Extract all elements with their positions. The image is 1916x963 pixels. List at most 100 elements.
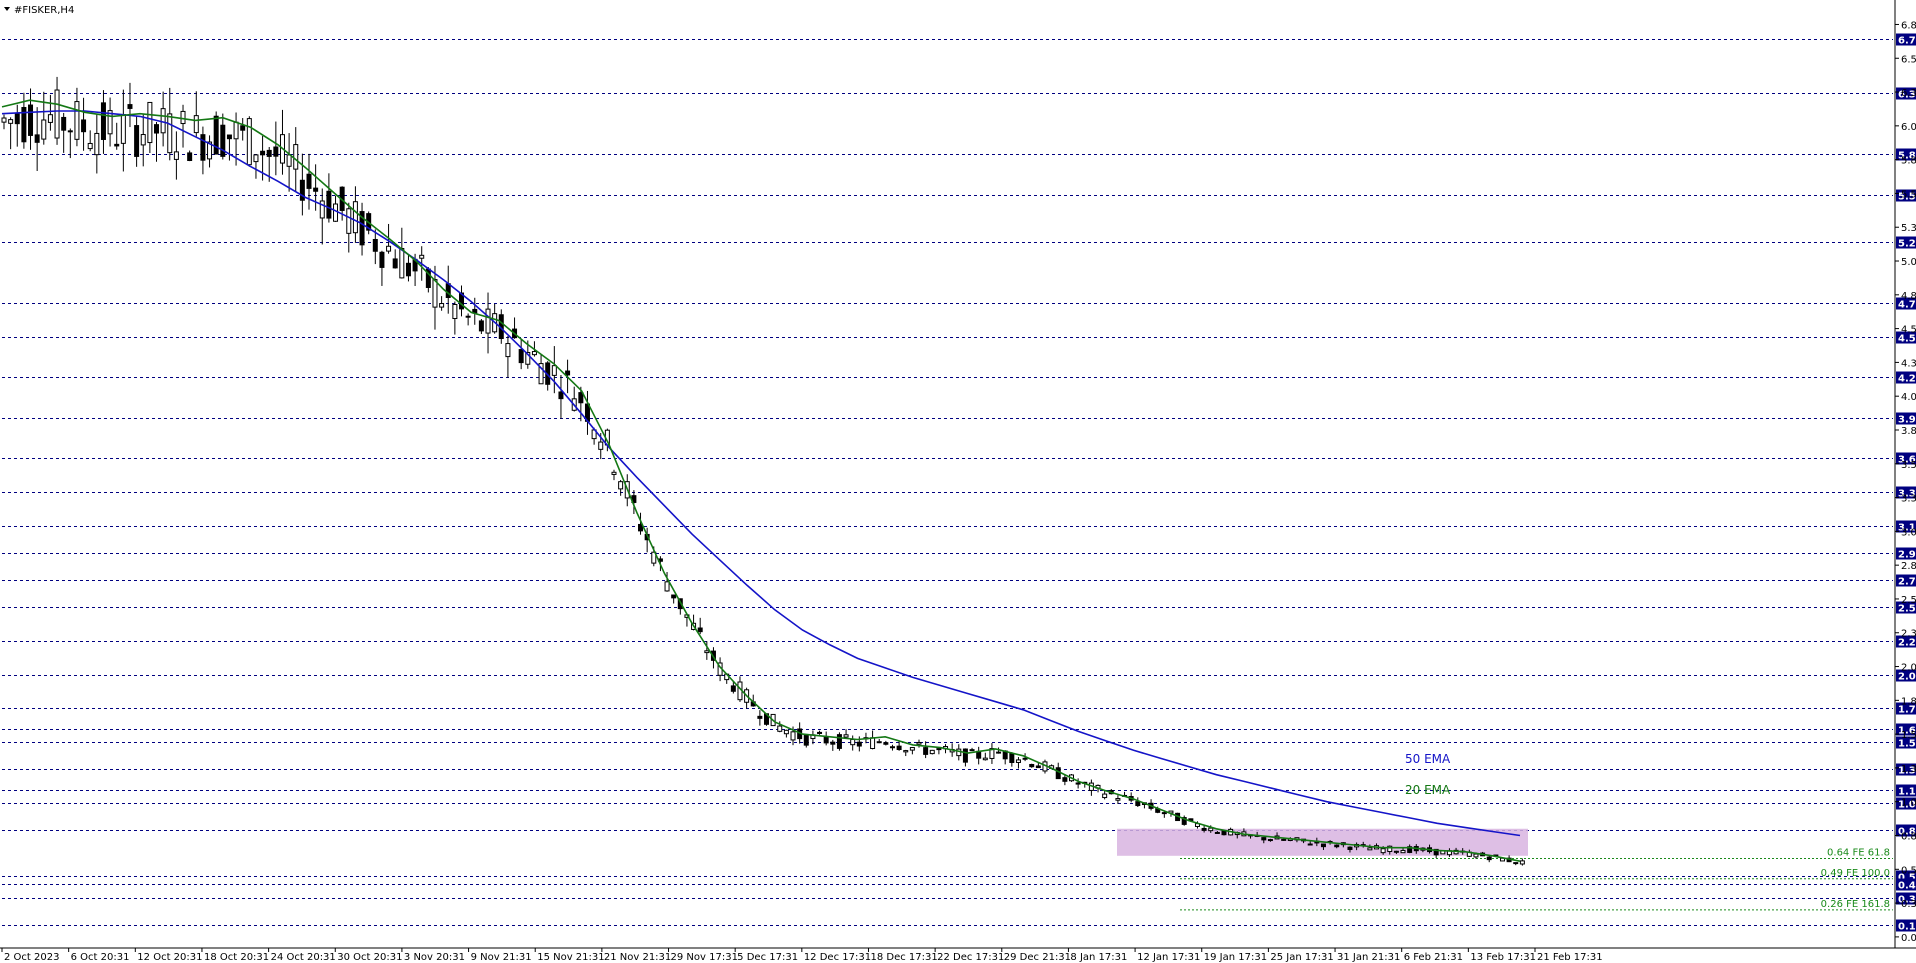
level-label-bg [1896,297,1916,310]
level-label-bg [1896,723,1916,736]
y-tick-label: 1.06 [1901,798,1916,809]
candle-body [1214,831,1220,834]
candle-body [1135,801,1141,807]
candle-body [140,134,146,146]
candle-body [505,343,511,358]
level-label-bg [1896,797,1916,810]
candle-body [134,125,140,157]
candle-body [326,190,332,219]
candle-body [929,749,935,755]
y-tick-label: 2.56 [1901,595,1916,606]
candle-body [313,187,319,192]
y-tick-label: 2.06 [1901,663,1916,674]
candle-body [167,113,173,154]
x-tick-label: 19 Jan 17:31 [1204,952,1267,963]
candle-body [870,737,876,750]
candle-body [405,262,411,277]
x-tick-label: 2 Oct 2023 [4,952,59,963]
y-tick-label: 6.56 [1901,54,1916,65]
candle-body [1307,843,1313,846]
y-tick-label: 1.31 [1901,764,1916,775]
candle-body [783,729,789,735]
candle-body [618,481,624,490]
candle-body [1393,850,1399,853]
y-tick-label: 6.81 [1901,20,1916,31]
y-tick-label: 4.56 [1901,325,1916,336]
candle-body [193,115,199,134]
candle-body [246,118,252,166]
candle-body [1029,763,1035,768]
candle-body [525,351,531,365]
level-label: 0.35 [1898,895,1916,906]
candle-body [896,745,902,751]
candle-body [432,279,438,308]
candle-body [1347,846,1353,850]
y-tick-label: 3.06 [1901,527,1916,538]
candle-body [273,146,279,157]
candle-body [1075,782,1081,785]
candle-body [74,101,80,140]
candle-body [114,143,120,147]
ema20-line [1,99,1521,862]
candle-body [1400,849,1406,854]
candle-body [664,581,670,592]
level-label-bg [1896,763,1916,776]
symbol-title: #FISKER,H4 [4,5,74,16]
candle-body [1281,838,1287,841]
candle-body [266,149,272,157]
candle-body [936,748,942,751]
candle-body [889,746,895,749]
candle-body [14,112,20,125]
candle-body [21,107,27,143]
y-tick-label: 6.06 [1901,122,1916,133]
level-label-bg [1896,574,1916,587]
x-tick-label: 24 Oct 20:31 [271,952,336,963]
level-label: 2.00 [1898,672,1916,683]
level-label: 3.35 [1898,489,1916,500]
ema20-label: 20 EMA [1405,783,1451,797]
level-label-bg [1896,87,1916,100]
x-tick-label: 29 Nov 17:31 [671,952,738,963]
candle-body [916,741,922,745]
x-tick-label: 25 Jan 17:31 [1270,952,1333,963]
level-label: 1.05 [1898,800,1916,811]
y-tick-label: 2.31 [1901,629,1916,640]
candle-body [253,154,259,163]
y-tick-label: 0.31 [1901,899,1916,910]
x-tick-label: 21 Feb 17:31 [1537,952,1603,963]
candle-body [1115,798,1121,801]
candle-body [200,134,206,161]
level-label-bg [1896,669,1916,682]
candle-body [704,650,710,654]
y-tick-label: 0.56 [1901,865,1916,876]
candle-body [538,363,544,385]
level-label: 4.20 [1898,374,1916,385]
level-label-bg [1896,824,1916,837]
level-label: 2.25 [1898,638,1916,649]
candle-body [1,117,7,123]
candle-body [531,351,537,356]
candle-body [1022,757,1028,760]
candle-body [220,124,226,157]
level-label: 3.60 [1898,455,1916,466]
candle-body [757,715,763,719]
x-tick-label: 29 Dec 21:31 [1004,952,1071,963]
candle-body [1380,848,1386,854]
candle-body [293,144,299,170]
horizontal-levels: 6.70 6.30 5.85 5.55 5.20 4.75 4.50 4.20 3.90 3.60… [2,33,1916,933]
candle-body [28,104,34,136]
level-label-bg [1896,601,1916,614]
fib-label: 0.49 FE 100.0 [1821,868,1890,879]
chevron-down-icon[interactable] [4,7,10,11]
candle-body [346,208,352,234]
candle-body [558,391,564,400]
candle-body [100,102,106,140]
level-label: 4.50 [1898,334,1916,345]
candle-body [1519,860,1525,865]
y-tick-label: 5.81 [1901,156,1916,167]
candle-body [982,757,988,761]
candle-body [478,320,484,332]
fib-label: 0.64 FE 61.8 [1827,847,1890,858]
